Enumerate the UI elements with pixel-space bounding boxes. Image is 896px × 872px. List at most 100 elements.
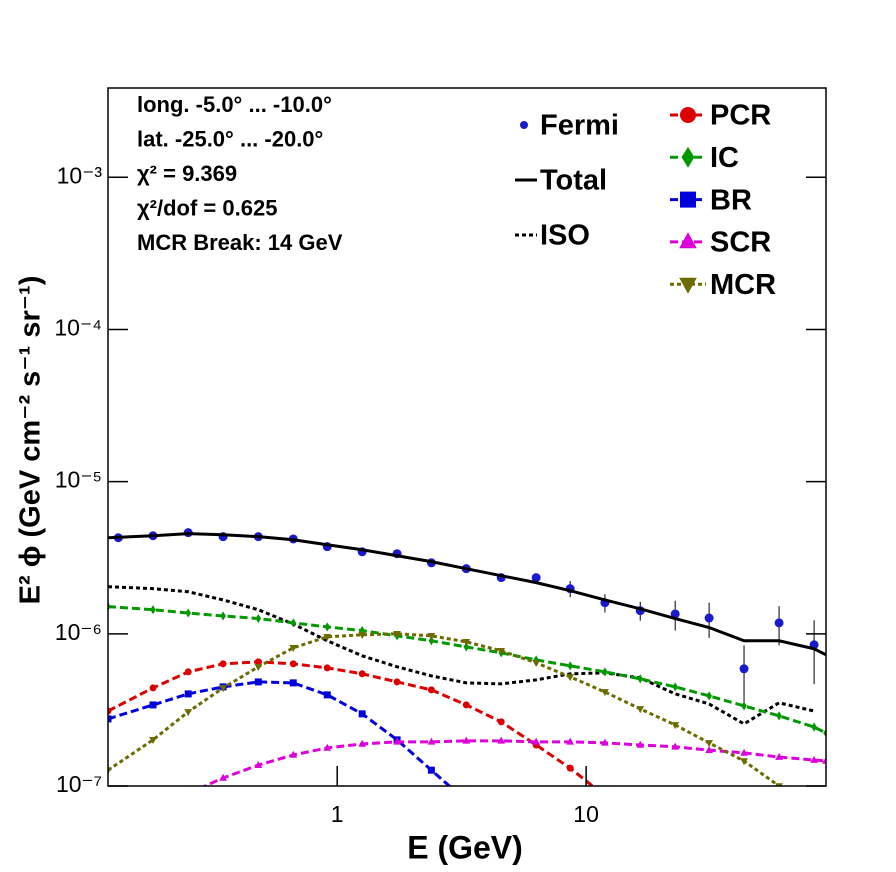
data-point [428, 636, 435, 646]
legend-item: MCR [670, 269, 776, 301]
data-point [323, 664, 331, 672]
series-line [108, 585, 815, 726]
data-point [822, 756, 826, 764]
series-line [108, 632, 780, 786]
legend-label: Fermi [540, 110, 619, 142]
data-point [220, 611, 226, 621]
data-point [601, 738, 609, 746]
data-point [497, 736, 506, 744]
series-line [201, 739, 826, 786]
legend-marker [680, 107, 696, 123]
data-point [254, 664, 263, 672]
legend-item: ISO [515, 220, 590, 252]
data-point [532, 737, 541, 745]
data-point [219, 685, 227, 693]
legend-label: SCR [710, 227, 771, 259]
data-point [671, 722, 680, 730]
data-point [289, 660, 297, 668]
data-point [108, 715, 112, 723]
annotation: χ² = 9.369 [137, 161, 237, 186]
data-point [740, 758, 748, 766]
annotation: lat. -25.0° ... -20.0° [137, 126, 323, 151]
y-axis-title: E² ϕ (GeV cm⁻² s⁻¹ sr⁻¹) [15, 276, 47, 605]
legend-item: PCR [670, 100, 771, 132]
data-point [289, 645, 298, 653]
data-point [602, 667, 608, 677]
y-tick-label: 10⁻⁷ [56, 771, 102, 797]
data-point [462, 701, 470, 709]
y-tick-label: 10⁻⁵ [55, 467, 102, 493]
data-point [740, 748, 748, 756]
data-point [149, 684, 157, 692]
plot-area [108, 528, 826, 786]
data-point [185, 608, 192, 618]
data-point [706, 691, 712, 701]
annotation: χ²/dof = 0.625 [137, 195, 277, 220]
data-point [775, 752, 783, 760]
legend-marker [520, 121, 528, 129]
data-point [254, 760, 263, 768]
data-point [150, 605, 156, 615]
data-point [358, 670, 366, 678]
data-point [462, 639, 471, 647]
data-point [497, 718, 505, 726]
legend-label: IC [710, 142, 739, 174]
legend-item: Fermi [520, 110, 619, 142]
data-point [393, 737, 401, 745]
data-point [219, 773, 227, 781]
data-point [532, 659, 541, 667]
data-point [290, 618, 297, 628]
data-point [566, 764, 574, 772]
data-point [567, 661, 573, 671]
data-point [324, 622, 331, 632]
data-point [219, 660, 227, 668]
legend-label: BR [710, 184, 752, 216]
data-point [358, 632, 367, 640]
data-point [704, 613, 714, 623]
data-point [705, 745, 713, 753]
data-point [427, 766, 435, 774]
legend-item: SCR [670, 227, 771, 259]
y-tick-label: 10⁻³ [57, 162, 103, 188]
y-tick-label: 10⁻⁶ [55, 619, 102, 645]
data-point [323, 743, 332, 751]
legend-marker [681, 146, 695, 168]
data-point [427, 737, 436, 745]
legend-item: IC [670, 142, 739, 174]
x-axis-title: E (GeV) [407, 829, 523, 865]
data-point [705, 740, 713, 748]
data-point [149, 737, 157, 745]
legend-marker [679, 232, 697, 249]
annotation: MCR Break: 14 GeV [137, 230, 343, 255]
x-tick-label: 10 [573, 801, 599, 827]
data-point [184, 690, 192, 698]
data-point [254, 658, 262, 666]
series-line [108, 680, 452, 786]
data-point [810, 755, 818, 763]
data-point [108, 707, 112, 715]
data-point [463, 642, 470, 652]
data-point [776, 711, 782, 721]
data-point [289, 750, 298, 758]
legend-item: Total [515, 165, 607, 197]
data-point [566, 737, 575, 745]
frame [107, 87, 827, 787]
data-point [323, 691, 331, 699]
data-point [741, 701, 747, 711]
data-point [254, 678, 262, 686]
data-point [497, 648, 506, 656]
data-point [670, 609, 680, 619]
legend-label: Total [540, 165, 607, 197]
legend-marker [679, 277, 697, 294]
data-point [531, 573, 541, 583]
legend-label: PCR [710, 100, 771, 132]
data-point [566, 674, 575, 682]
data-point [393, 631, 401, 639]
legend-item: BR [670, 184, 752, 216]
x-tick-label: 1 [331, 801, 344, 827]
data-point [358, 710, 366, 718]
data-point [184, 709, 193, 717]
legend-label: MCR [710, 269, 776, 301]
